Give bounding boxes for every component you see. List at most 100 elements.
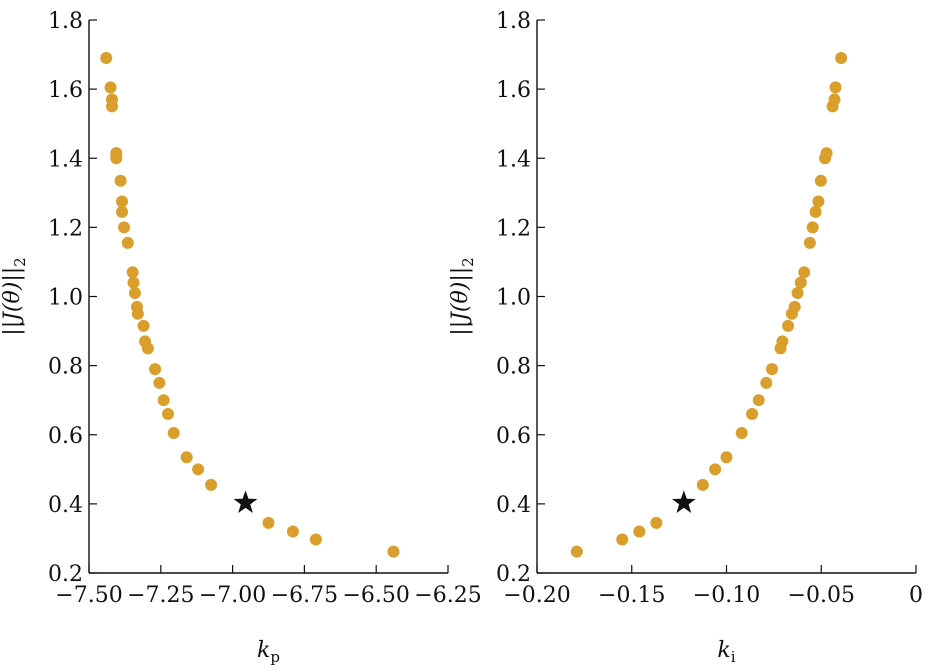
y-tick-label: 1.4	[496, 147, 531, 172]
data-point	[803, 236, 816, 249]
data-point	[100, 52, 113, 65]
data-point	[809, 205, 822, 218]
data-point	[127, 276, 140, 289]
x-tick-label: −6.50	[342, 583, 409, 608]
data-point	[835, 52, 848, 65]
data-point	[794, 276, 807, 289]
y-tick-label: 0.4	[48, 493, 83, 518]
data-point	[709, 463, 722, 476]
data-point	[116, 195, 129, 208]
data-point	[806, 221, 819, 234]
data-point	[153, 376, 166, 389]
y-axis-label-sub: 2	[11, 257, 29, 267]
y-tick-label: 1.8	[496, 9, 531, 34]
x-tick-label: 0	[909, 583, 923, 608]
data-point	[650, 516, 663, 529]
data-point	[828, 93, 841, 106]
data-point	[161, 408, 174, 421]
data-point	[116, 205, 129, 218]
y-tick-label: 1.6	[496, 78, 531, 103]
y-axis-label-main: ||J(θ)||	[0, 267, 25, 336]
data-point	[820, 147, 833, 160]
data-point	[752, 394, 765, 407]
x-tick-label: −0.20	[503, 583, 570, 608]
data-point	[192, 463, 205, 476]
data-point	[205, 478, 218, 491]
data-point	[696, 478, 709, 491]
data-point	[110, 152, 123, 165]
y-axis-label: ||J(θ)||2	[0, 257, 29, 335]
y-tick-label: 0.6	[48, 424, 83, 449]
data-point	[104, 81, 117, 94]
x-axis-label-main: k	[257, 638, 270, 663]
data-point	[131, 307, 144, 320]
y-tick-label: 0.2	[48, 562, 83, 587]
x-tick-label: −0.10	[693, 583, 760, 608]
data-point	[760, 376, 773, 389]
chart-left: 0.2 0.4 0.6 0.8 1.0 1.2 1.4 1.6 1.8 −7.50 −7.25 −7.…	[0, 9, 482, 666]
data-point	[616, 533, 629, 546]
data-point	[570, 545, 583, 558]
star-marker	[233, 490, 258, 513]
data-point	[114, 174, 127, 187]
data-point	[829, 81, 842, 94]
data-point	[262, 516, 275, 529]
x-tick-label: −6.25	[414, 583, 481, 608]
x-tick-label: −0.05	[788, 583, 855, 608]
data-point	[735, 427, 748, 440]
y-tick-label: 1.0	[496, 286, 531, 311]
y-tick-label: 0.8	[496, 355, 531, 380]
x-axis-label-sub: i	[731, 648, 736, 666]
x-axis-label-sub: p	[270, 648, 280, 666]
data-point	[720, 451, 733, 464]
x-tick-label: −0.15	[598, 583, 665, 608]
y-tick-label: 1.6	[48, 78, 83, 103]
y-tick-label: 1.8	[48, 9, 83, 34]
x-tick-label: −7.50	[55, 583, 122, 608]
data-point	[180, 451, 193, 464]
y-tick-label: 1.2	[496, 216, 531, 241]
x-tick-label: −7.25	[127, 583, 194, 608]
data-point	[782, 319, 795, 332]
data-point	[286, 525, 299, 538]
data-point	[633, 525, 646, 538]
data-point	[126, 266, 139, 279]
data-point	[141, 342, 154, 355]
data-point	[309, 533, 322, 546]
data-point	[814, 174, 827, 187]
data-point	[157, 394, 170, 407]
data-point	[387, 545, 400, 558]
data-point	[167, 427, 180, 440]
y-axis-label: ||J(θ)||2	[448, 257, 477, 335]
data-point	[128, 287, 141, 300]
y-tick-label: 0.8	[48, 355, 83, 380]
data-point	[137, 319, 150, 332]
y-axis-label-main: ||J(θ)||	[448, 267, 473, 336]
data-point	[765, 363, 778, 376]
y-tick-label: 1.2	[48, 216, 83, 241]
chart-right: 0.2 0.4 0.6 0.8 1.0 1.2 1.4 1.6 1.8 −0.20 −0.15 −0.…	[448, 9, 923, 666]
y-tick-label: 1.4	[48, 147, 83, 172]
data-point	[746, 408, 759, 421]
data-point	[812, 195, 825, 208]
y-tick-label: 0.6	[496, 424, 531, 449]
data-point	[121, 236, 134, 249]
data-point	[149, 363, 162, 376]
x-tick-label: −6.75	[271, 583, 338, 608]
y-axis-label-sub: 2	[459, 257, 477, 267]
y-tick-label: 1.0	[48, 286, 83, 311]
data-point	[798, 266, 811, 279]
data-point	[118, 221, 131, 234]
x-tick-label: −7.00	[199, 583, 266, 608]
data-point	[776, 335, 789, 348]
data-point	[105, 100, 118, 113]
x-axis-label: ki	[717, 638, 735, 666]
star-marker	[671, 490, 696, 513]
data-point	[788, 300, 801, 313]
y-tick-label: 0.2	[496, 562, 531, 587]
x-axis-label: kp	[257, 638, 280, 666]
y-tick-label: 0.4	[496, 493, 531, 518]
x-axis-label-main: k	[717, 638, 730, 663]
data-point	[791, 287, 804, 300]
